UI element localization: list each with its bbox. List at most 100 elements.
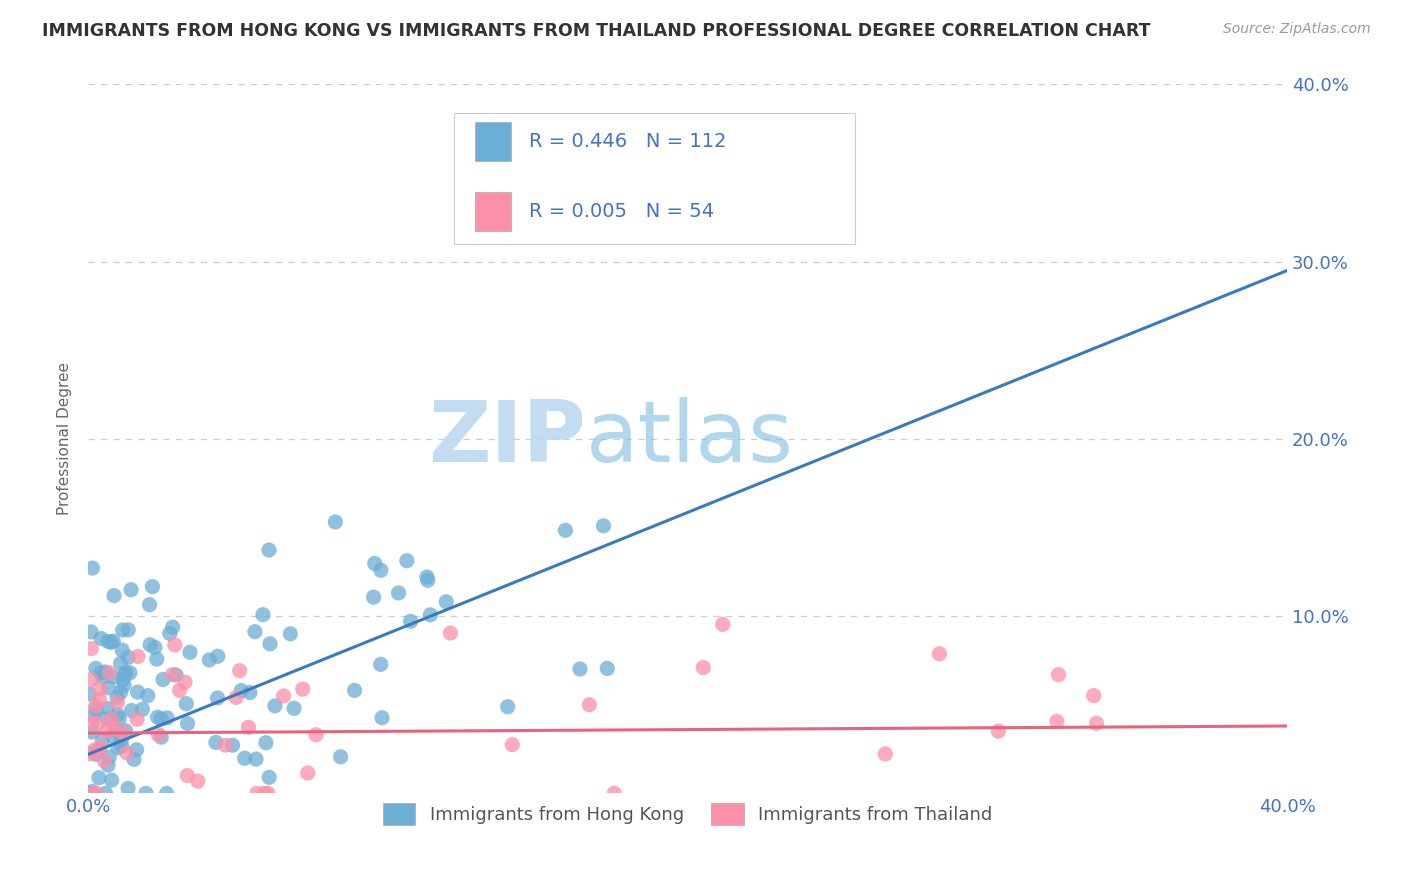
- Point: [245, 752, 267, 766]
- Point: [257, 786, 280, 800]
- Point: [329, 749, 352, 764]
- Point: [107, 740, 129, 755]
- Point: [176, 768, 198, 782]
- Point: [131, 702, 153, 716]
- Point: [179, 645, 201, 659]
- Point: [117, 781, 139, 796]
- Text: R = 0.446   N = 112: R = 0.446 N = 112: [530, 132, 727, 151]
- Point: [291, 681, 314, 696]
- Point: [91, 734, 114, 748]
- Point: [243, 624, 266, 639]
- Point: [252, 607, 274, 622]
- Point: [416, 573, 439, 587]
- Point: [254, 736, 277, 750]
- Point: [114, 667, 136, 681]
- Point: [238, 720, 260, 734]
- Point: [84, 747, 107, 762]
- Point: [110, 657, 132, 671]
- Point: [80, 641, 103, 656]
- Point: [228, 664, 250, 678]
- Point: [264, 698, 287, 713]
- Point: [103, 634, 125, 648]
- Point: [139, 638, 162, 652]
- Point: [98, 665, 121, 680]
- Point: [80, 716, 103, 731]
- Point: [117, 650, 139, 665]
- Point: [125, 743, 148, 757]
- Point: [82, 784, 104, 798]
- Point: [198, 653, 221, 667]
- Point: [82, 561, 104, 575]
- Point: [111, 725, 134, 739]
- Point: [596, 661, 619, 675]
- Point: [82, 786, 104, 800]
- Point: [297, 766, 319, 780]
- Point: [135, 786, 157, 800]
- Point: [233, 751, 256, 765]
- Point: [100, 773, 122, 788]
- Point: [176, 716, 198, 731]
- Point: [100, 635, 122, 649]
- Point: [162, 620, 184, 634]
- Point: [89, 665, 111, 680]
- Text: Source: ZipAtlas.com: Source: ZipAtlas.com: [1223, 22, 1371, 37]
- Point: [371, 711, 394, 725]
- Point: [928, 647, 950, 661]
- Point: [96, 701, 118, 715]
- Point: [91, 670, 114, 684]
- Point: [1083, 689, 1105, 703]
- Point: [101, 670, 124, 684]
- Point: [578, 698, 600, 712]
- Point: [84, 699, 107, 714]
- Point: [89, 740, 111, 755]
- Point: [323, 515, 346, 529]
- Point: [96, 711, 118, 725]
- Point: [165, 668, 187, 682]
- Point: [148, 727, 170, 741]
- Point: [875, 747, 897, 761]
- Point: [103, 589, 125, 603]
- Point: [105, 723, 128, 738]
- Text: IMMIGRANTS FROM HONG KONG VS IMMIGRANTS FROM THAILAND PROFESSIONAL DEGREE CORREL: IMMIGRANTS FROM HONG KONG VS IMMIGRANTS …: [42, 22, 1150, 40]
- Point: [370, 657, 392, 672]
- Point: [110, 685, 132, 699]
- Point: [103, 722, 125, 736]
- Point: [987, 724, 1010, 739]
- Point: [419, 607, 441, 622]
- Point: [343, 683, 366, 698]
- Point: [273, 689, 295, 703]
- Point: [94, 665, 117, 679]
- Point: [105, 696, 128, 710]
- Point: [77, 747, 100, 761]
- Point: [399, 615, 422, 629]
- Point: [83, 743, 105, 757]
- Point: [496, 699, 519, 714]
- Point: [176, 697, 198, 711]
- Point: [162, 667, 184, 681]
- Point: [207, 690, 229, 705]
- Point: [187, 774, 209, 789]
- Point: [253, 786, 276, 800]
- Point: [225, 690, 247, 705]
- Point: [501, 738, 523, 752]
- Point: [259, 637, 281, 651]
- Point: [145, 652, 167, 666]
- Y-axis label: Professional Degree: Professional Degree: [58, 362, 72, 516]
- Point: [110, 733, 132, 747]
- Point: [112, 678, 135, 692]
- Point: [80, 624, 103, 639]
- Point: [101, 730, 124, 744]
- Point: [121, 704, 143, 718]
- Point: [136, 689, 159, 703]
- Point: [159, 626, 181, 640]
- Point: [108, 711, 131, 725]
- Point: [364, 557, 387, 571]
- Point: [93, 754, 115, 768]
- Point: [257, 770, 280, 784]
- Point: [395, 554, 418, 568]
- Point: [603, 786, 626, 800]
- Point: [127, 649, 149, 664]
- Point: [89, 681, 111, 696]
- Point: [434, 595, 457, 609]
- Point: [94, 786, 117, 800]
